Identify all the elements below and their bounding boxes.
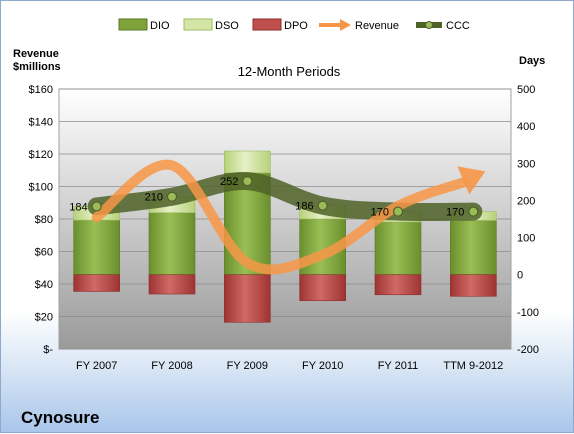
- legend-swatch: [252, 18, 282, 31]
- left-tick-label: $-: [43, 344, 53, 356]
- ccc-marker: [317, 200, 328, 211]
- right-tick-label: 0: [517, 270, 523, 282]
- bar-dpo: [299, 274, 346, 302]
- left-axis-label: Revenue $millions: [13, 48, 62, 73]
- category-label: FY 2009: [227, 360, 268, 372]
- ticks: $- $20 $40 $60 $80 $100 $120 $140 $160 -200 -100 0 1…: [29, 84, 540, 372]
- bar-dio: [73, 219, 120, 276]
- left-tick-label: $160: [29, 84, 53, 96]
- ccc-marker: [392, 206, 404, 217]
- legend: DIO DSO DPO Revenue CCC: [118, 18, 470, 32]
- ccc-marker: [166, 191, 178, 202]
- right-tick-label: 400: [517, 121, 535, 133]
- left-axis-label-line2: $millions: [13, 61, 61, 73]
- left-tick-label: $100: [29, 182, 53, 194]
- lines: 184 210 252 186 170 170: [69, 159, 486, 275]
- bar-dio: [148, 212, 196, 276]
- ccc-data-label: 170: [446, 207, 464, 219]
- right-tick-label: 300: [517, 158, 535, 170]
- legend-label: DSO: [215, 20, 239, 32]
- right-tick-label: 500: [517, 84, 535, 96]
- right-tick-label: 200: [517, 195, 535, 207]
- ccc-marker: [91, 201, 102, 212]
- ccc-marker: [242, 176, 253, 187]
- category-label: FY 2007: [76, 360, 117, 372]
- category-label: TTM 9-2012: [443, 360, 503, 372]
- legend-label: DPO: [284, 20, 308, 32]
- ccc-data-label: 170: [371, 207, 389, 219]
- legend-label: DIO: [150, 20, 170, 32]
- left-tick-label: $80: [35, 214, 53, 226]
- legend-label: CCC: [446, 20, 470, 32]
- legend-arrow-head: [340, 19, 351, 31]
- bar-dso: [224, 150, 271, 174]
- right-tick-label: -200: [517, 344, 539, 356]
- right-axis-label: Days: [519, 55, 545, 67]
- left-tick-label: $140: [29, 117, 53, 129]
- bar-dpo: [224, 274, 271, 323]
- category-label: FY 2010: [302, 360, 343, 372]
- category-label: FY 2008: [151, 360, 192, 372]
- legend-label: Revenue: [355, 20, 399, 32]
- bar-dpo: [374, 274, 422, 296]
- ccc-data-label: 186: [295, 201, 313, 213]
- ccc-data-label: 184: [69, 201, 87, 213]
- company-name: Cynosure: [21, 408, 99, 427]
- bar-dpo: [148, 274, 196, 295]
- bar-dpo: [450, 274, 497, 297]
- left-tick-label: $120: [29, 149, 53, 161]
- left-tick-label: $40: [35, 279, 53, 291]
- revenue-arrowhead: [457, 166, 486, 195]
- left-tick-label: $60: [35, 247, 53, 259]
- right-tick-label: 100: [517, 233, 535, 245]
- right-tick-label: -100: [517, 307, 539, 319]
- ccc-marker: [468, 206, 479, 217]
- bar-dio: [450, 220, 497, 276]
- revenue-line: [91, 159, 469, 275]
- ccc-data-label: 210: [145, 192, 163, 204]
- category-label: FY 2011: [378, 360, 419, 372]
- left-axis-label-line1: Revenue: [13, 48, 59, 60]
- legend-swatch: [118, 18, 148, 31]
- ccc-data-label: 252: [220, 176, 238, 188]
- bar-dpo: [73, 274, 120, 292]
- legend-ccc-marker: [425, 21, 433, 29]
- left-tick-label: $20: [35, 312, 53, 324]
- legend-swatch: [183, 18, 213, 31]
- chart-title: 12-Month Periods: [238, 64, 341, 79]
- ccc-line: [87, 172, 483, 222]
- bar-dio: [374, 221, 422, 276]
